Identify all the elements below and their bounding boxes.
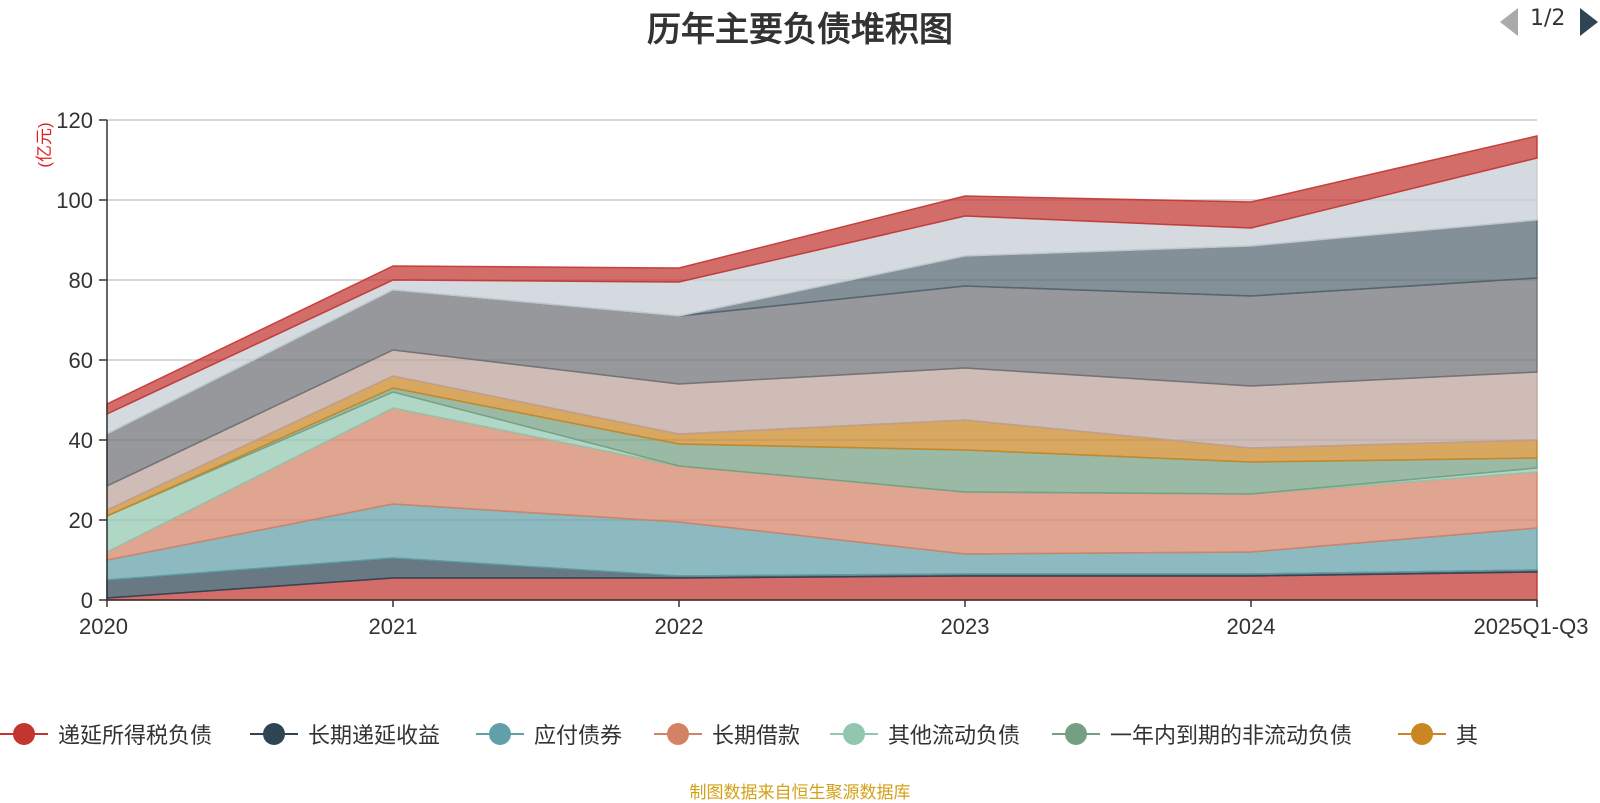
legend-marker-icon (1398, 712, 1446, 756)
legend-label: 应付债券 (534, 724, 623, 749)
legend-label: 其 (1456, 724, 1479, 749)
legend: 递延所得税负债 长期递延收益 应付债券 长期借款 其他流动负债 一年内到期的非流动负债 其 (0, 712, 1600, 756)
legend-prev-page-button[interactable] (1500, 8, 1518, 36)
y-tick-label: 0 (81, 588, 93, 613)
legend-marker-icon (0, 712, 48, 756)
y-tick-label: 120 (56, 108, 93, 133)
legend-item[interactable]: 递延所得税负债 (0, 712, 212, 756)
y-tick-label: 100 (56, 188, 93, 213)
legend-marker-icon (1052, 712, 1100, 756)
x-tick-label: 2022 (655, 614, 704, 639)
legend-item[interactable]: 长期递延收益 (250, 712, 440, 756)
legend-marker-icon (830, 712, 878, 756)
legend-item[interactable]: 其 (1398, 712, 1478, 756)
x-tick-label: 2020 (79, 614, 128, 639)
x-tick-label: 2025Q1-Q3 (1474, 614, 1589, 639)
legend-label: 长期借款 (712, 724, 801, 749)
legend-marker-icon (654, 712, 702, 756)
x-tick-label: 2023 (941, 614, 990, 639)
legend-marker-icon (250, 712, 298, 756)
legend-label: 递延所得税负债 (58, 724, 213, 749)
legend-item[interactable]: 应付债券 (476, 712, 622, 756)
legend-next-page-button[interactable] (1580, 8, 1598, 36)
x-tick-label: 2021 (369, 614, 418, 639)
legend-label: 其他流动负债 (888, 724, 1021, 749)
legend-marker-icon (476, 712, 524, 756)
source-note: 制图数据来自恒生聚源数据库 (689, 783, 911, 803)
chart-title: 历年主要负债堆积图 (647, 10, 953, 50)
legend-item[interactable]: 其他流动负债 (830, 712, 1020, 756)
x-tick-label: 2024 (1227, 614, 1276, 639)
area-layer (106, 135, 1538, 601)
y-tick-label: 40 (69, 428, 93, 453)
y-tick-label: 80 (69, 268, 93, 293)
legend-label: 长期递延收益 (308, 724, 441, 749)
legend-label: 一年内到期的非流动负债 (1110, 724, 1353, 749)
area-series-12[interactable] (106, 135, 1538, 416)
legend-item[interactable]: 长期借款 (654, 712, 800, 756)
legend-item[interactable]: 一年内到期的非流动负债 (1052, 712, 1352, 756)
y-tick-label: 20 (69, 508, 93, 533)
y-axis-unit-label: (亿元) (35, 122, 54, 167)
axis-layer: 0 20 40 60 80 100 120 2020 2021 2022 2023 2024 2025Q… (56, 108, 1588, 639)
legend-page-indicator: 1/2 (1530, 6, 1566, 31)
chart-plot: 0 20 40 60 80 100 120 2020 2021 2022 2023 2024 2025Q… (35, 108, 1588, 639)
y-tick-label: 60 (69, 348, 93, 373)
